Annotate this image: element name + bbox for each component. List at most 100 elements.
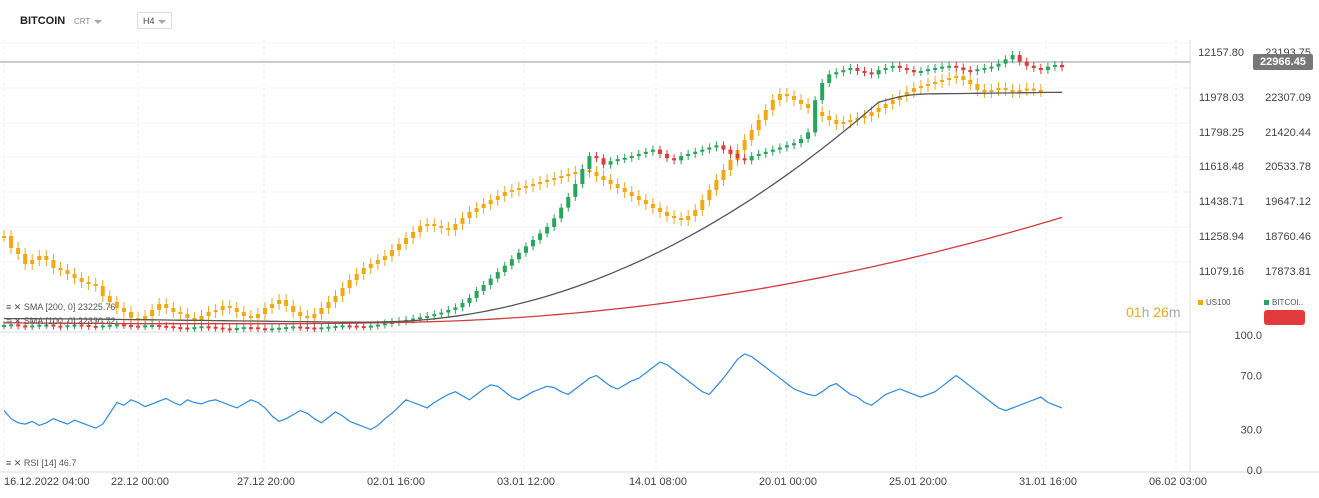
- bitcoin-candle: [961, 67, 966, 71]
- bitcoin-candle: [876, 70, 881, 75]
- bitcoin-candle: [418, 317, 423, 320]
- bitcoin-candle: [693, 151, 698, 154]
- us100-candle: [319, 308, 324, 314]
- bitcoin-candle: [326, 326, 331, 329]
- bitcoin-candle: [37, 324, 42, 327]
- us100-candle: [869, 112, 874, 116]
- us100-candle: [100, 286, 105, 296]
- us100-candle: [389, 250, 394, 256]
- us100-candle: [848, 120, 853, 122]
- left-axis-tick: 12157.80: [1198, 47, 1244, 59]
- bitcoin-candle: [333, 326, 338, 329]
- us100-candle: [136, 318, 141, 320]
- us100-candle: [693, 210, 698, 216]
- us100-candle: [538, 182, 543, 184]
- bitcoin-candle: [531, 239, 535, 247]
- bitcoin-candle: [192, 327, 197, 330]
- bitcoin-candle: [220, 327, 225, 330]
- rsi-axis-tick: 30.0: [1241, 425, 1262, 437]
- sma100-line: [3, 91, 1063, 323]
- right-axis-tick: 21420.44: [1265, 127, 1311, 139]
- bitcoin-candle: [622, 157, 627, 160]
- bitcoin-candle: [523, 246, 528, 253]
- symbol-type-dropdown[interactable]: CRT: [74, 17, 103, 26]
- bitcoin-candle: [650, 149, 655, 152]
- bitcoin-candle: [100, 325, 105, 328]
- us100-candle: [361, 268, 366, 274]
- bitcoin-candle: [185, 327, 190, 330]
- us100-candle: [171, 308, 176, 312]
- us100-candle: [665, 212, 670, 216]
- us100-candle: [573, 172, 578, 174]
- timeframe-label: H4: [143, 16, 155, 26]
- us100-candle: [940, 80, 945, 82]
- us100-candle: [841, 122, 846, 124]
- bitcoin-candle: [594, 156, 599, 159]
- bitcoin-candle: [248, 327, 253, 330]
- us100-candle: [1031, 88, 1036, 91]
- bitcoin-candle: [791, 143, 796, 146]
- sell-indicator-box[interactable]: [1264, 310, 1305, 325]
- close-icon[interactable]: ✕: [13, 458, 22, 468]
- bitcoin-candle: [93, 325, 98, 328]
- us100-candle: [262, 308, 267, 314]
- rsi-label: RSI [14] 46.7: [23, 458, 77, 468]
- settings-icon[interactable]: ≡: [6, 302, 12, 312]
- us100-candle: [375, 260, 380, 264]
- us100-candle: [523, 186, 528, 188]
- legend-item-bitcoin[interactable]: BITCOI..: [1264, 298, 1303, 307]
- bitcoin-candle: [940, 66, 945, 69]
- x-axis-tick: 06.02 03:00: [1149, 476, 1207, 488]
- bitcoin-candle: [1003, 59, 1008, 64]
- us100-candle: [157, 304, 162, 310]
- bitcoin-candle: [474, 291, 479, 298]
- us100-candle: [890, 100, 895, 104]
- us100-candle: [594, 172, 599, 176]
- legend-item-us100[interactable]: US100: [1198, 298, 1230, 307]
- x-axis-tick: 22.12 00:00: [111, 476, 169, 488]
- bitcoin-candle: [770, 149, 775, 152]
- bitcoin-candle: [340, 325, 345, 328]
- bitcoin-candle: [820, 82, 825, 101]
- us100-candle: [827, 116, 832, 120]
- us100-candle: [961, 76, 966, 80]
- close-icon[interactable]: ✕: [13, 302, 22, 312]
- bitcoin-candle: [1045, 66, 1050, 71]
- us100-candle: [192, 318, 197, 320]
- bitcoin-candle: [72, 324, 77, 327]
- current-price-badge: 22966.45: [1253, 54, 1313, 70]
- settings-icon[interactable]: ≡: [6, 316, 12, 326]
- us100-candle: [382, 256, 387, 260]
- x-axis-tick: 03.01 12:00: [497, 476, 555, 488]
- settings-icon[interactable]: ≡: [6, 458, 12, 468]
- bitcoin-candle: [982, 67, 987, 70]
- symbol-label[interactable]: BITCOIN: [20, 15, 66, 27]
- countdown-minutes: 26: [1153, 304, 1169, 320]
- countdown-m-unit: m: [1168, 304, 1181, 320]
- close-icon[interactable]: ✕: [13, 316, 22, 326]
- bitcoin-candle: [954, 65, 959, 68]
- timeframe-select[interactable]: H4: [137, 12, 172, 29]
- us100-candle: [820, 112, 825, 116]
- us100-candle: [608, 180, 613, 184]
- us100-candle: [1017, 90, 1022, 92]
- bitcoin-candle: [566, 196, 571, 208]
- us100-candle: [418, 226, 423, 232]
- bitcoin-candle: [262, 328, 267, 331]
- bitcoin-candle: [806, 132, 811, 139]
- us100-candle: [947, 78, 952, 80]
- sma200-label-row[interactable]: ≡ ✕ SMA [200, 0] 23225.76: [6, 302, 115, 313]
- us100-candle: [227, 306, 232, 308]
- us100-candle: [326, 302, 331, 308]
- bitcoin-candle: [16, 324, 21, 327]
- symbol-type-label: CRT: [74, 17, 91, 26]
- us100-candle: [686, 216, 691, 220]
- bitcoin-candle: [481, 285, 486, 292]
- sma100-label-row[interactable]: ≡ ✕ SMA [100, 0] 22330.72: [6, 316, 115, 327]
- bitcoin-candle: [665, 153, 670, 159]
- rsi-label-row[interactable]: ≡ ✕ RSI [14] 46.7: [6, 458, 76, 469]
- us100-candle: [404, 238, 409, 244]
- us100-candle: [834, 120, 839, 124]
- chevron-down-icon: [158, 20, 166, 24]
